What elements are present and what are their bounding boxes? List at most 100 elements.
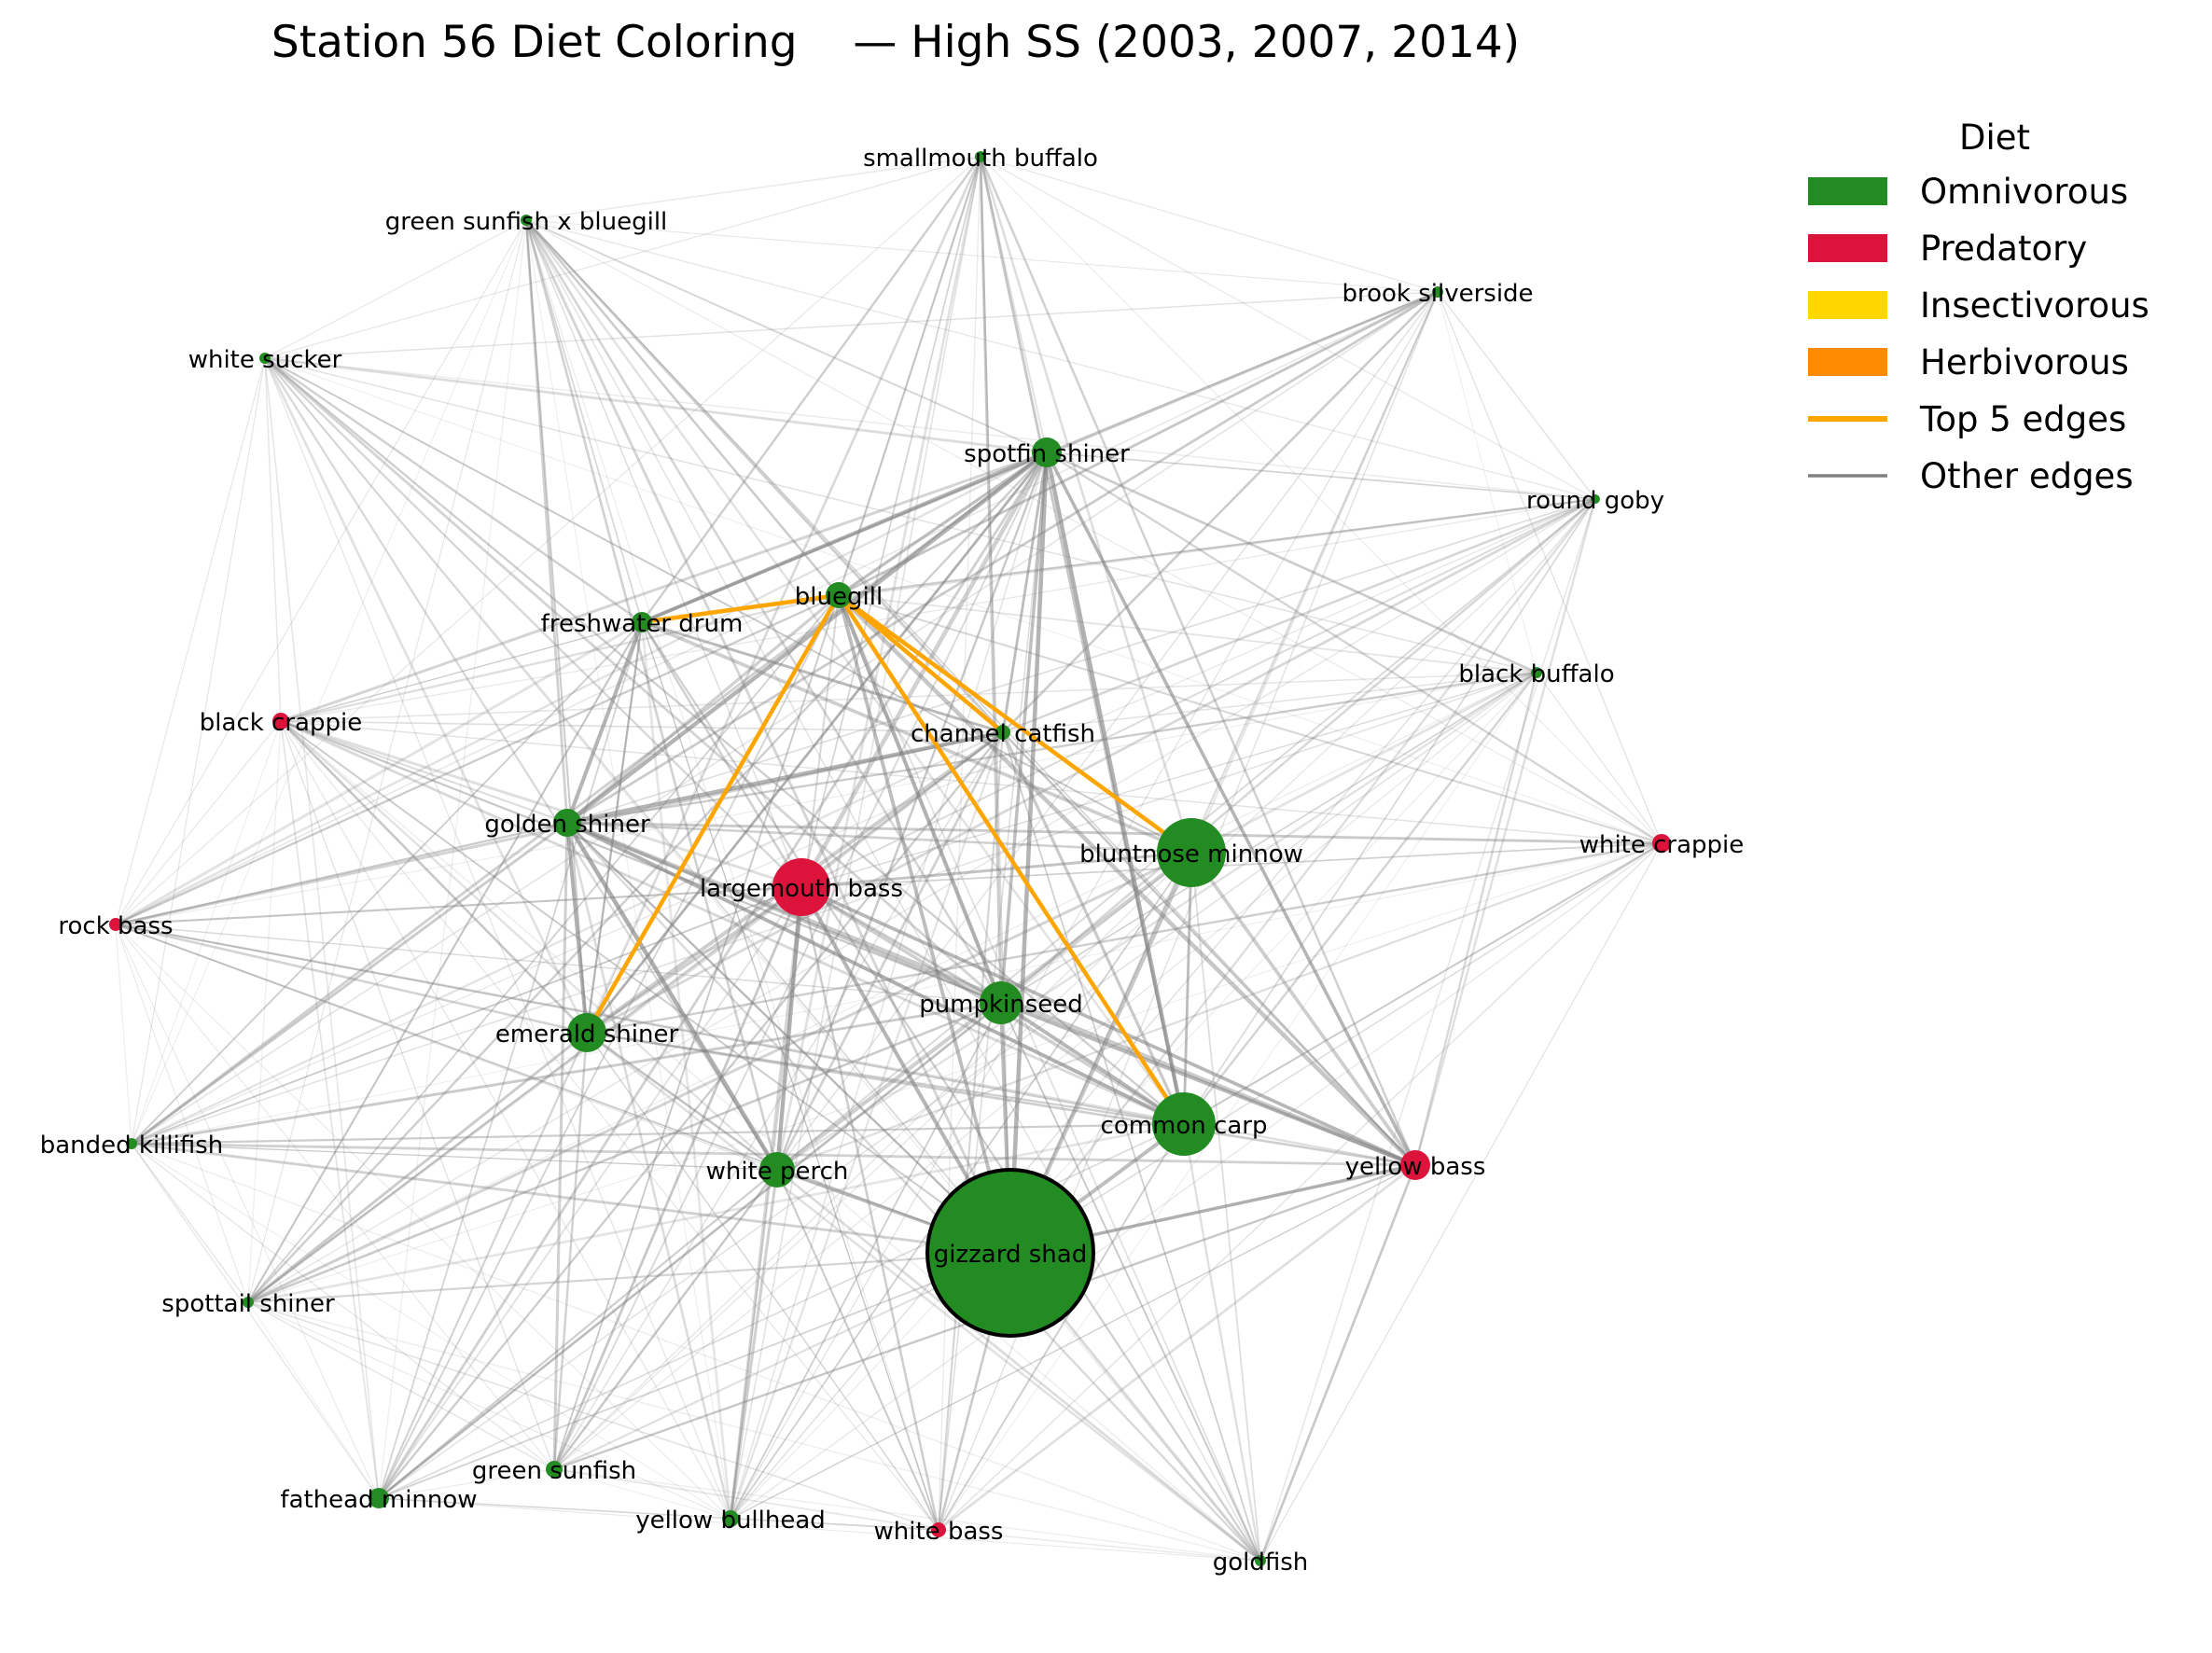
edge-yellow-bullhead--smallmouth-buffalo (730, 156, 981, 1520)
edge-white-sucker--goldfish (264, 357, 1261, 1562)
edge-pumpkinseed--rock-bass (115, 924, 1002, 1004)
edge-bluntnose-minnow--brook-silverside (1190, 291, 1439, 854)
edge-spotfin-shiner--yellow-bullhead (730, 451, 1048, 1520)
node-round-goby (1591, 494, 1600, 504)
edge-bluegill--rock-bass (115, 593, 840, 926)
edge-bluegill--black-buffalo (838, 594, 1537, 674)
node-label-white-sucker: white sucker (188, 346, 342, 374)
node-spotfin-shiner (1032, 438, 1062, 467)
legend-label-top-5-edges: Top 5 edges (1919, 399, 2126, 439)
edge-spotfin-shiner--spottail-shiner (247, 451, 1048, 1303)
edge-golden-shiner--green-sunfish (552, 822, 569, 1470)
node-yellow-bass (1400, 1150, 1430, 1180)
edge-emerald-shiner--white-sucker (263, 357, 589, 1034)
edge-spotfin-shiner--rock-bass (115, 451, 1048, 926)
edge-bluntnose-minnow--yellow-bass (1189, 851, 1417, 1167)
node-label-bluegill: bluegill (795, 583, 883, 611)
edge-emerald-shiner--white-perch (586, 1031, 778, 1172)
edge-emerald-shiner--smallmouth-buffalo (585, 156, 982, 1034)
edge-fathead-minnow--green-sunfish (378, 1468, 555, 1499)
edge-common-carp--white-bass (938, 1123, 1185, 1531)
edge-golden-shiner--yellow-bullhead (565, 822, 732, 1520)
edge-spotfin-shiner--fathead-minnow (377, 451, 1049, 1499)
edge-bluntnose-minnow--white-sucker (264, 357, 1192, 854)
edge-emerald-shiner--fathead-minnow (377, 1032, 589, 1499)
edge-channel-catfish--yellow-bullhead (730, 731, 1004, 1520)
legend-item-insectivorous: Insectivorous (1808, 285, 2149, 326)
edge-white-perch--smallmouth-buffalo (775, 156, 982, 1171)
chart-title: Station 56 Diet Coloring — High SS (2003… (271, 17, 1521, 68)
edge-largemouth-bass--yellow-bullhead (729, 886, 803, 1520)
legend-swatch-insectivorous (1808, 291, 1887, 319)
edge-golden-shiner--black-crappie (280, 719, 568, 825)
node-spottail-shiner (243, 1297, 254, 1308)
edge-channel-catfish--brook-silverside (1002, 291, 1439, 733)
edge-rock-bass--spottail-shiner (115, 924, 249, 1303)
legend-item-omnivorous: Omnivorous (1808, 172, 2128, 212)
edge-white-bass--fathead-minnow (378, 1497, 939, 1531)
top-edge-bluegill--emerald-shiner (585, 593, 841, 1035)
edge-green-sunfish--goldfish (553, 1468, 1261, 1562)
edge-largemouth-bass--fathead-minnow (378, 886, 802, 1499)
edge-round-goby--banded-killifish (131, 498, 1596, 1145)
edge-spotfin-shiner--round-goby (1046, 451, 1596, 500)
node-black-crappie (272, 713, 289, 729)
edge-pumpkinseed--goldfish (1000, 1002, 1261, 1562)
node-fathead-minnow (369, 1488, 389, 1508)
edge-rock-bass--green-sunfish (115, 924, 555, 1470)
edge-white-perch--black-crappie (280, 720, 778, 1171)
edge-bluegill--white-crappie (838, 593, 1662, 845)
node-label-emerald-shiner: emerald shiner (495, 1021, 679, 1049)
edge-bluegill--goldfish (838, 594, 1261, 1562)
legend-label-other-edges: Other edges (1920, 456, 2134, 496)
edge-white-perch--white-crappie (776, 841, 1662, 1172)
edge-common-carp--smallmouth-buffalo (979, 156, 1186, 1125)
edge-bluntnose-minnow--smallmouth-buffalo (979, 156, 1193, 854)
edge-rock-bass--brook-silverside (115, 291, 1439, 925)
edge-white-perch--goldfish (776, 1168, 1261, 1563)
edge-emerald-shiner--rock-bass (115, 923, 588, 1035)
edge-fathead-minnow--spottail-shiner (247, 1301, 380, 1499)
edge-common-carp--white-crappie (1183, 842, 1662, 1125)
edge-channel-catfish--fathead-minnow (378, 731, 1004, 1499)
edge-golden-shiner--goldfish (566, 822, 1261, 1562)
node-golden-shiner (553, 809, 581, 837)
edge-spotfin-shiner--green-sunfish-x-bluegill (525, 219, 1048, 453)
edge-emerald-shiner--green-sunfish (552, 1032, 589, 1470)
edge-golden-shiner--rock-bass (115, 821, 568, 926)
edge-emerald-shiner--white-bass (586, 1032, 939, 1531)
edge-white-bass--goldfish (938, 1529, 1261, 1562)
edge-largemouth-bass--black-buffalo (800, 672, 1537, 888)
edge-common-carp--channel-catfish (1001, 731, 1186, 1125)
node-emerald-shiner (567, 1013, 606, 1052)
edge-bluntnose-minnow--largemouth-bass (800, 851, 1192, 889)
edge-green-sunfish-x-bluegill--goldfish (525, 219, 1261, 1562)
edge-white-crappie--green-sunfish-x-bluegill (525, 219, 1662, 844)
edge-pumpkinseed--spottail-shiner (247, 1001, 1002, 1304)
edge-white-crappie--smallmouth-buffalo (980, 156, 1662, 844)
edge-white-bass--green-sunfish-x-bluegill (525, 219, 939, 1531)
edge-gizzard-shad--round-goby (1009, 498, 1596, 1254)
edge-brook-silverside--black-buffalo (1437, 291, 1537, 674)
edge-rock-bass--fathead-minnow (115, 924, 380, 1499)
edge-largemouth-bass--yellow-bass (800, 885, 1416, 1167)
node-label-spotfin-shiner: spotfin shiner (964, 440, 1130, 468)
node-label-round-goby: round goby (1526, 487, 1664, 515)
edge-white-crappie--yellow-bullhead (730, 842, 1662, 1520)
edge-fathead-minnow--white-sucker (264, 357, 380, 1499)
edge-black-crappie--fathead-minnow (280, 720, 380, 1499)
node-green-sunfish (546, 1461, 563, 1478)
edge-rock-bass--black-buffalo (115, 672, 1537, 925)
edge-yellow-bullhead--green-sunfish-x-bluegill (525, 219, 731, 1520)
edge-fathead-minnow--smallmouth-buffalo (378, 156, 981, 1499)
edge-golden-shiner--black-buffalo (566, 671, 1537, 825)
node-label-smallmouth-buffalo: smallmouth buffalo (863, 145, 1098, 173)
edge-largemouth-bass--green-sunfish (552, 886, 803, 1470)
edge-green-sunfish-x-bluegill--brook-silverside (525, 219, 1439, 293)
edge-largemouth-bass--round-goby (800, 498, 1596, 888)
edge-spotfin-shiner--brook-silverside (1046, 291, 1439, 453)
node-pumpkinseed (980, 981, 1023, 1024)
edge-rock-bass--green-sunfish-x-bluegill (115, 219, 527, 925)
top-edge-bluegill--common-carp (837, 593, 1186, 1126)
legend-item-herbivorous: Herbivorous (1808, 342, 2129, 382)
